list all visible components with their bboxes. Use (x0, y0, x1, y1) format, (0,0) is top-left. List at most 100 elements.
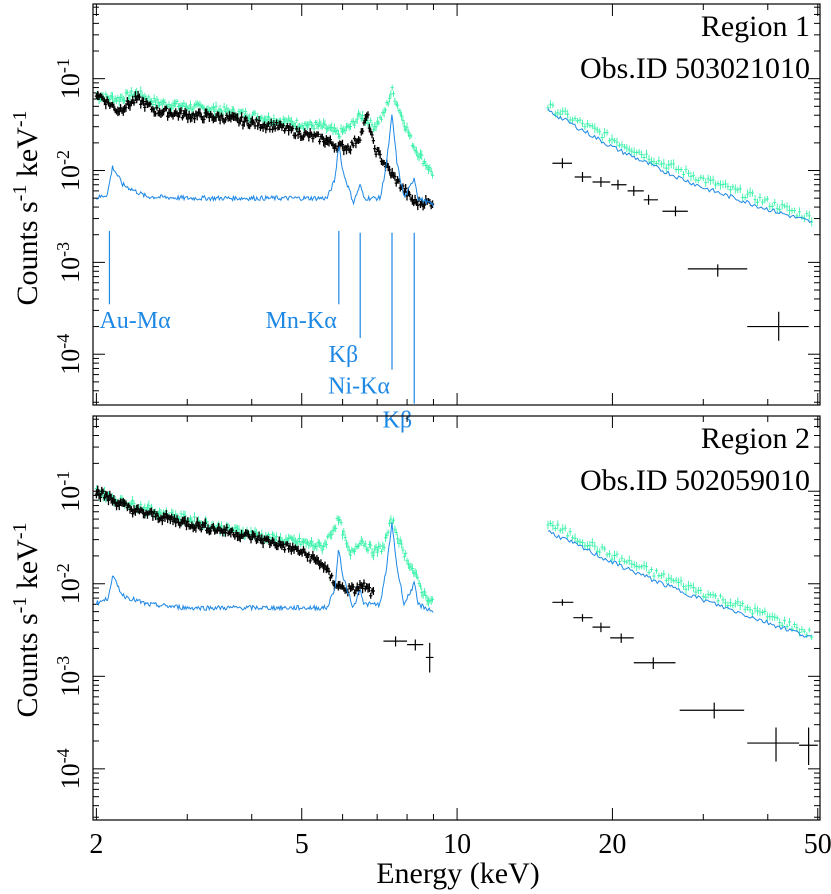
emission-line-label: Mn-Kα (266, 308, 338, 334)
x-tick-label: 5 (295, 829, 309, 860)
data-point (414, 146, 419, 156)
data-point (644, 561, 649, 572)
data-point (152, 509, 156, 515)
data-point (417, 580, 421, 587)
data-point (348, 123, 353, 130)
data-point (218, 115, 222, 125)
data-point (330, 572, 334, 579)
data-point (672, 159, 676, 169)
data-point (295, 117, 299, 124)
data-point (679, 576, 683, 586)
data-point (590, 538, 594, 548)
binned-data-point (610, 633, 634, 643)
data-point (281, 123, 285, 129)
data-point (94, 490, 98, 499)
data-point (334, 143, 338, 150)
data-point (191, 111, 195, 117)
data-point (184, 109, 189, 120)
data-point (743, 194, 747, 201)
data-point (183, 515, 187, 526)
data-point (422, 588, 427, 596)
data-point (214, 101, 218, 111)
data-point (571, 116, 575, 124)
data-point (600, 543, 604, 551)
data-point (106, 100, 111, 106)
data-point (261, 538, 265, 549)
x-tick-label: 2 (89, 829, 103, 860)
data-point (363, 540, 367, 548)
data-point (223, 528, 228, 537)
data-point (351, 142, 355, 149)
data-point (578, 538, 582, 546)
data-point (394, 529, 398, 536)
data-point (233, 533, 237, 540)
data-point (361, 583, 365, 594)
data-point (644, 149, 649, 159)
data-point (351, 583, 355, 590)
data-point (736, 597, 740, 607)
data-point (129, 87, 133, 96)
data-point (580, 539, 585, 546)
data-point (123, 97, 127, 104)
binned-data-point (662, 206, 688, 217)
data-point (128, 90, 132, 101)
data-point (175, 98, 179, 105)
data-point (667, 160, 671, 170)
data-point (272, 119, 276, 130)
data-point (652, 157, 656, 167)
data-point (141, 97, 146, 106)
data-point (716, 597, 720, 604)
data-point (672, 578, 676, 584)
data-point (266, 120, 271, 127)
data-point (254, 117, 259, 123)
data-point (414, 569, 419, 579)
data-point (300, 549, 304, 557)
data-point (348, 550, 353, 560)
data-point (245, 116, 249, 125)
data-point (607, 550, 612, 558)
data-point (566, 109, 570, 119)
data-point (640, 564, 644, 570)
series-black (94, 90, 809, 341)
data-point (571, 534, 575, 541)
data-point (386, 100, 390, 108)
emission-line-label: Kβ (329, 342, 359, 368)
data-point (370, 131, 374, 139)
binned-data-point (679, 702, 745, 719)
data-point (257, 531, 261, 541)
x-axis-label: Energy (keV) (376, 857, 540, 890)
data-point (662, 570, 666, 578)
y-axis-label-bottom: Counts s-1 keV-1 (9, 522, 44, 717)
data-point (652, 572, 656, 580)
data-point (170, 513, 174, 521)
data-point (689, 582, 693, 589)
data-point (590, 123, 594, 130)
data-point (153, 110, 158, 117)
data-point (588, 123, 592, 129)
y-tick-label: 10-2 (53, 150, 85, 191)
data-point (667, 573, 671, 583)
data-point (102, 494, 107, 501)
data-point (807, 627, 811, 633)
data-point (785, 202, 789, 212)
data-point (291, 125, 295, 132)
binned-data-point (687, 264, 748, 277)
model-curve (547, 530, 812, 638)
data-point (647, 154, 651, 164)
y-tick-label: 10-3 (53, 242, 85, 283)
data-point (361, 110, 365, 121)
data-point (412, 143, 416, 150)
data-point (288, 542, 292, 551)
data-point (301, 133, 306, 141)
data-point (391, 90, 396, 97)
data-point (395, 533, 400, 544)
data-point (387, 165, 392, 175)
data-point (362, 579, 366, 587)
data-point (327, 567, 331, 575)
data-point (573, 115, 577, 122)
data-point (124, 500, 128, 507)
data-point (723, 179, 728, 189)
emission-line-label: Au-Mα (99, 308, 171, 334)
data-point (101, 488, 105, 495)
data-point (607, 137, 612, 144)
